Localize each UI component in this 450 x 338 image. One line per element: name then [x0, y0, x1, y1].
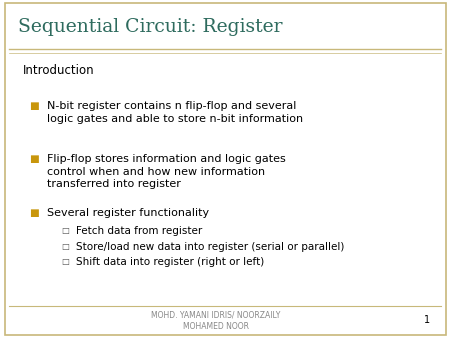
- Text: N-bit register contains n flip-flop and several
logic gates and able to store n-: N-bit register contains n flip-flop and …: [47, 101, 303, 124]
- Text: Store/load new data into register (serial or parallel): Store/load new data into register (seria…: [76, 242, 345, 252]
- Text: 1: 1: [423, 315, 430, 325]
- Text: Introduction: Introduction: [22, 64, 94, 77]
- Text: Several register functionality: Several register functionality: [47, 208, 209, 218]
- Text: ■: ■: [29, 154, 39, 164]
- Text: Flip-flop stores information and logic gates
control when and how new informatio: Flip-flop stores information and logic g…: [47, 154, 286, 189]
- Text: Sequential Circuit: Register: Sequential Circuit: Register: [18, 18, 283, 36]
- Text: □: □: [61, 242, 68, 251]
- Text: Fetch data from register: Fetch data from register: [76, 226, 203, 237]
- Text: ■: ■: [29, 101, 39, 112]
- Text: □: □: [61, 226, 68, 236]
- Text: MOHD. YAMANI IDRIS/ NOORZAILY
MOHAMED NOOR: MOHD. YAMANI IDRIS/ NOORZAILY MOHAMED NO…: [151, 310, 281, 331]
- Text: □: □: [61, 257, 68, 266]
- Text: ■: ■: [29, 208, 39, 218]
- Text: Shift data into register (right or left): Shift data into register (right or left): [76, 257, 265, 267]
